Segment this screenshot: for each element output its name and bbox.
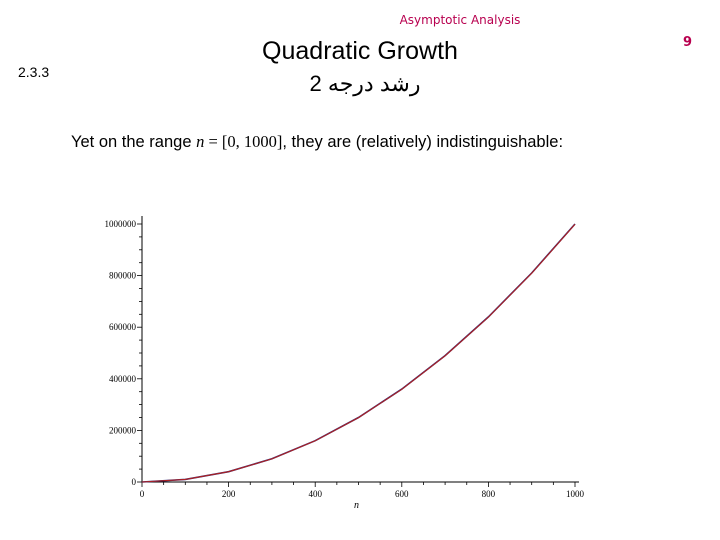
page-number: 9 bbox=[682, 35, 692, 50]
body-text: Yet on the range n = [0, 1000], they are… bbox=[71, 132, 563, 152]
x-tick-label: 800 bbox=[482, 489, 496, 499]
body-suffix: , they are (relatively) indistinguishabl… bbox=[282, 133, 564, 151]
slide-title: Quadratic Growth bbox=[262, 37, 458, 65]
series-line-2 bbox=[141, 223, 576, 483]
y-tick-label: 400000 bbox=[109, 374, 137, 384]
chart-series bbox=[141, 223, 576, 483]
body-range: = [0, 1000] bbox=[204, 132, 283, 151]
y-tick-label: 1000000 bbox=[105, 219, 137, 229]
x-tick-label: 600 bbox=[395, 489, 409, 499]
x-axis-label: n bbox=[354, 500, 359, 511]
y-tick-label: 0 bbox=[132, 477, 137, 487]
chart-axes: 0 200 400 600 800 1000 0 200000 400000 600000 8000… bbox=[105, 216, 585, 511]
body-prefix: Yet on the range bbox=[71, 133, 197, 151]
y-tick-label: 200000 bbox=[109, 425, 137, 435]
header-title: Asymptotic Analysis bbox=[399, 13, 521, 27]
y-tick-label: 600000 bbox=[109, 322, 137, 332]
x-tick-label: 400 bbox=[308, 489, 322, 499]
body-variable: n bbox=[196, 132, 205, 151]
series-line-1 bbox=[141, 223, 576, 483]
x-tick-label: 200 bbox=[222, 489, 236, 499]
y-tick-label: 800000 bbox=[109, 271, 137, 281]
x-tick-label: 0 bbox=[140, 489, 145, 499]
slide-subtitle: رشد درجه 2 bbox=[309, 71, 421, 96]
x-tick-label: 1000 bbox=[566, 489, 585, 499]
section-number: 2.3.3 bbox=[18, 64, 50, 80]
